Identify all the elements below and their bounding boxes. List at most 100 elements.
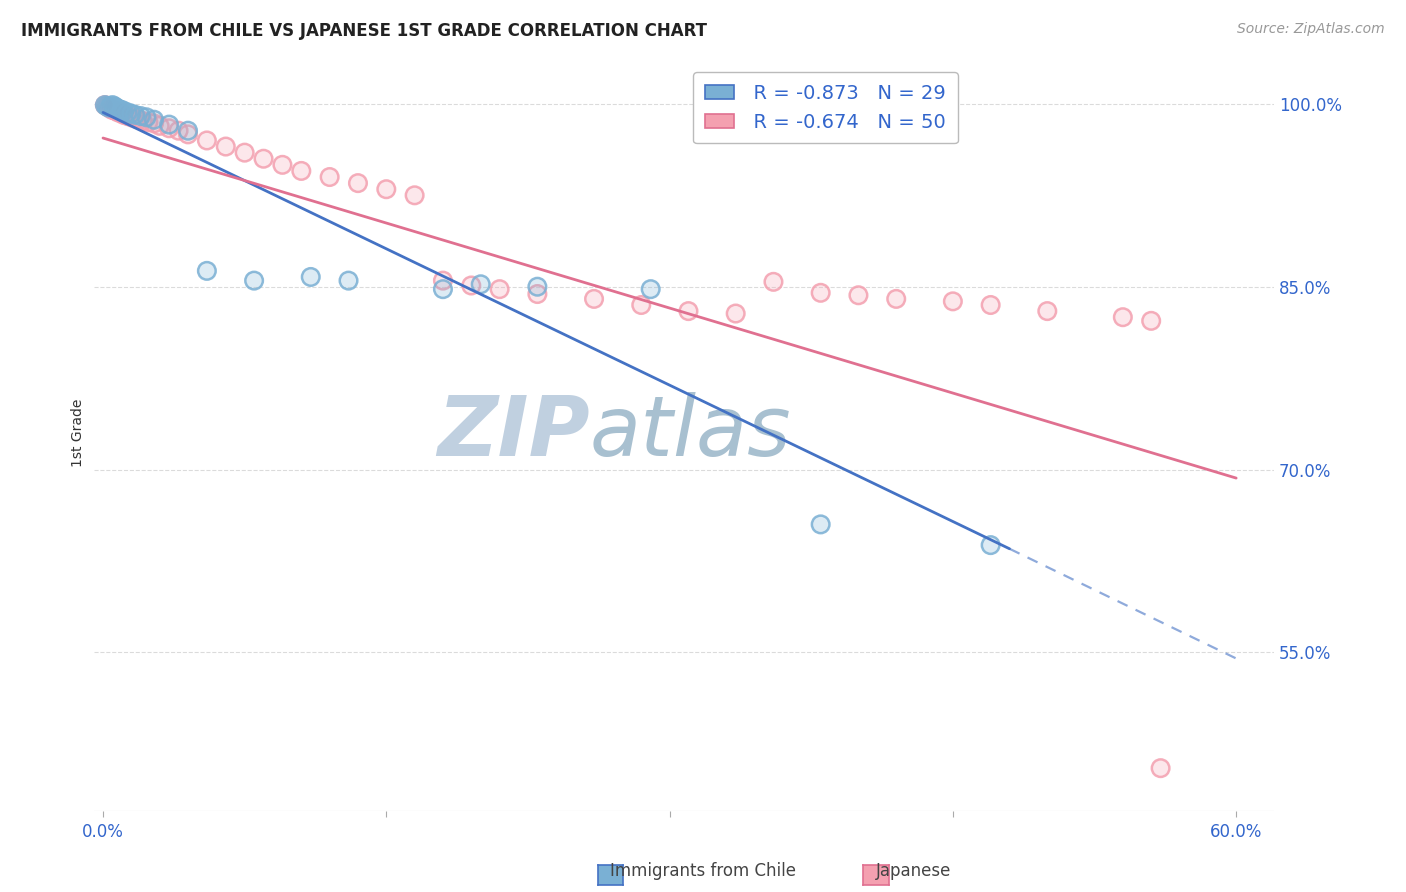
Point (233, 145, 256, 160)
Point (215, 139, 238, 153)
Point (810, 285, 832, 300)
Point (195, 133, 218, 147)
Point (810, 517, 832, 532)
Point (112, 108, 135, 122)
Point (488, 282, 510, 296)
Point (120, 111, 142, 125)
Point (470, 277, 492, 292)
Point (980, 538, 1002, 552)
Text: ZIP: ZIP (437, 392, 589, 474)
Point (526, 287, 548, 301)
Point (103, 99, 125, 113)
Point (157, 118, 180, 132)
Point (347, 176, 370, 190)
Point (375, 182, 398, 196)
Point (124, 112, 146, 126)
Point (252, 152, 274, 166)
Point (678, 304, 700, 318)
Point (128, 112, 150, 127)
Point (94, 98, 117, 112)
Point (105, 101, 128, 115)
Y-axis label: 1st Grade: 1st Grade (72, 399, 86, 467)
Point (120, 106, 142, 120)
Point (128, 112, 150, 127)
Point (120, 106, 142, 120)
Point (762, 275, 785, 289)
Point (96, 99, 118, 113)
Point (157, 118, 180, 132)
Point (318, 169, 340, 184)
Point (347, 176, 370, 190)
Point (810, 517, 832, 532)
Point (848, 288, 870, 302)
Point (96, 99, 118, 113)
Point (117, 109, 139, 123)
Point (111, 106, 134, 120)
Point (149, 119, 172, 133)
Point (143, 116, 166, 130)
Point (243, 274, 266, 288)
Point (103, 103, 125, 117)
Point (432, 274, 454, 288)
Point (640, 282, 662, 296)
Point (884, 292, 907, 306)
Point (100, 102, 122, 116)
Point (1140, 314, 1163, 328)
Point (94, 98, 117, 112)
Point (111, 103, 134, 117)
Text: atlas: atlas (589, 392, 792, 474)
Point (177, 124, 200, 138)
Point (129, 109, 152, 123)
Point (117, 105, 139, 120)
Point (131, 114, 153, 128)
Point (848, 288, 870, 302)
Point (252, 152, 274, 166)
Point (1112, 310, 1135, 325)
Point (111, 106, 134, 120)
Point (96, 99, 118, 113)
Point (942, 294, 965, 309)
Point (337, 274, 360, 288)
Point (1112, 310, 1135, 325)
Point (432, 274, 454, 288)
Point (157, 121, 180, 136)
Point (101, 98, 124, 112)
Point (96, 99, 118, 113)
Point (97, 101, 120, 115)
Point (103, 103, 125, 117)
Point (124, 112, 146, 126)
Point (131, 114, 153, 128)
Point (290, 164, 312, 178)
Point (460, 278, 482, 293)
Point (337, 274, 360, 288)
Point (243, 274, 266, 288)
Point (290, 164, 312, 178)
Point (460, 278, 482, 293)
Point (103, 99, 125, 113)
Point (101, 103, 124, 117)
Legend:   R = -0.873   N = 29,   R = -0.674   N = 50: R = -0.873 N = 29, R = -0.674 N = 50 (693, 72, 957, 144)
Point (470, 277, 492, 292)
Point (488, 282, 510, 296)
Point (980, 538, 1002, 552)
Point (980, 298, 1002, 312)
Point (105, 104, 128, 119)
Point (107, 102, 129, 116)
Text: Immigrants from Chile: Immigrants from Chile (610, 862, 796, 880)
Point (177, 128, 200, 142)
Point (1149, 761, 1171, 775)
Point (233, 145, 256, 160)
Point (100, 99, 122, 113)
Point (135, 111, 157, 125)
Point (177, 128, 200, 142)
Point (640, 282, 662, 296)
Point (97, 101, 120, 115)
Point (630, 298, 652, 312)
Point (942, 294, 965, 309)
Point (318, 169, 340, 184)
Point (94, 98, 117, 112)
Point (271, 158, 294, 172)
Point (167, 124, 190, 138)
Point (724, 306, 747, 320)
Point (526, 287, 548, 301)
